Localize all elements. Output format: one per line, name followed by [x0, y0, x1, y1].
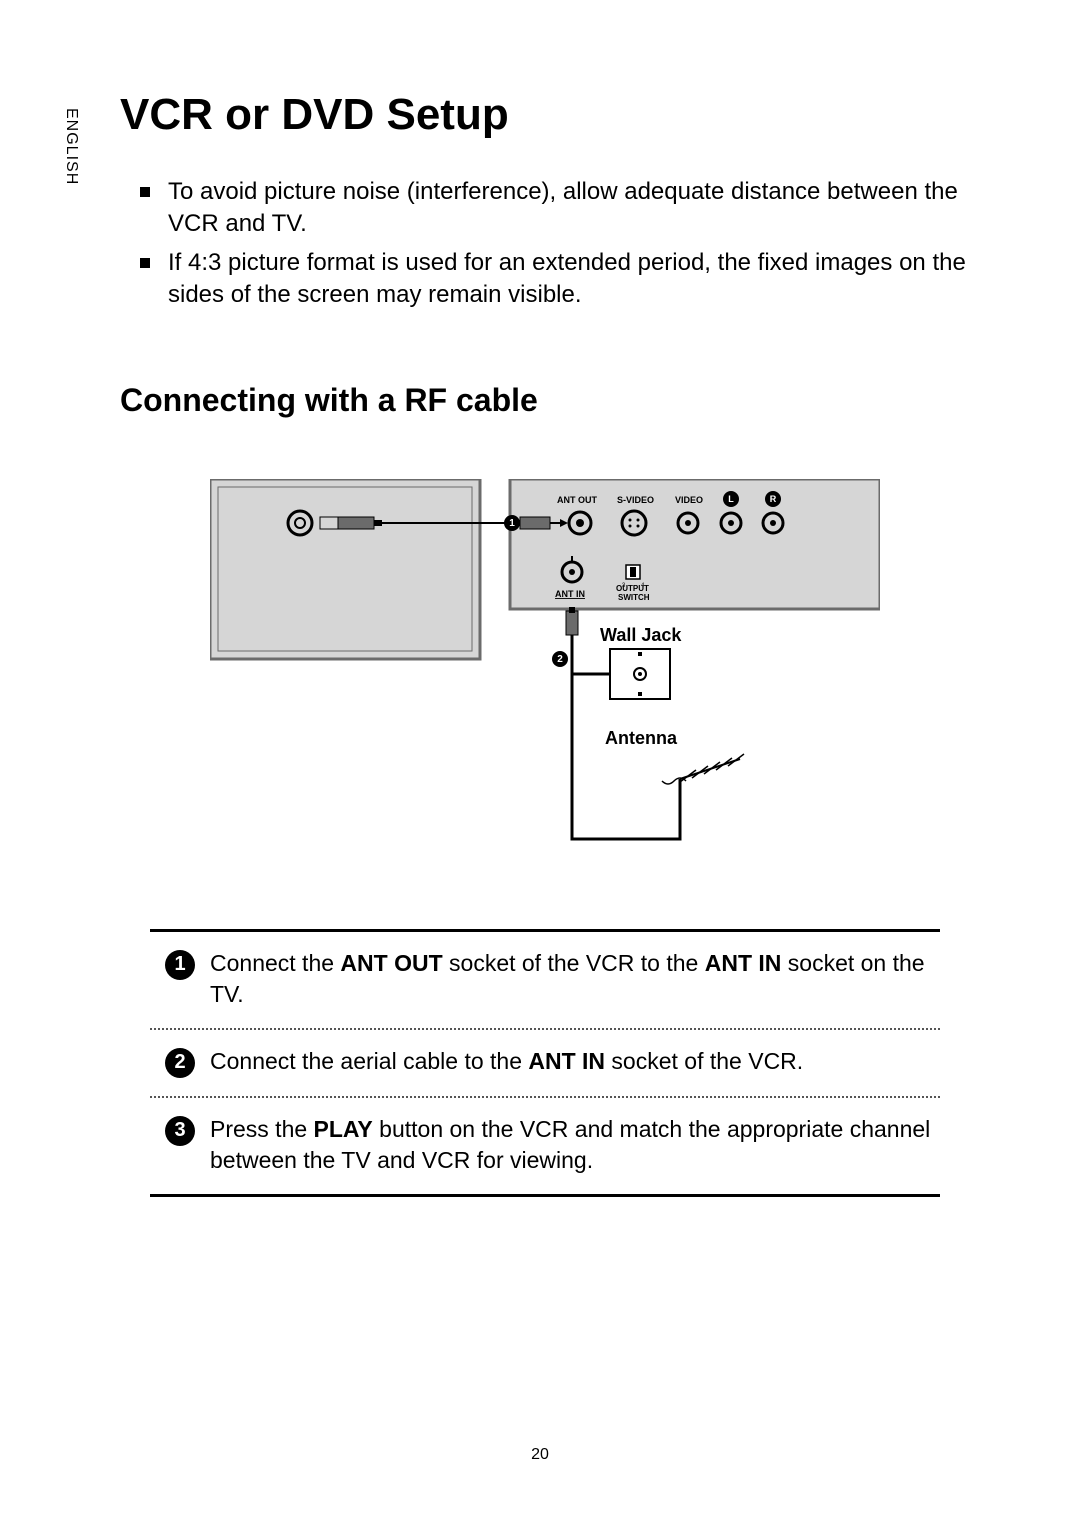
svg-text:ANT IN: ANT IN — [555, 589, 585, 599]
svg-text:L: L — [728, 494, 734, 504]
steps-list: 1 Connect the ANT OUT socket of the VCR … — [150, 929, 940, 1197]
svg-text:ANT OUT: ANT OUT — [557, 495, 597, 505]
section-subtitle: Connecting with a RF cable — [120, 382, 970, 419]
svg-text:Wall Jack: Wall Jack — [600, 625, 682, 645]
step-row: 1 Connect the ANT OUT socket of the VCR … — [150, 932, 940, 1030]
page-number: 20 — [0, 1446, 1080, 1464]
svg-text:VIDEO: VIDEO — [675, 495, 703, 505]
manual-page: ENGLISH VCR or DVD Setup To avoid pictur… — [0, 0, 1080, 1514]
step-text: Press the PLAY button on the VCR and mat… — [210, 1114, 940, 1176]
svg-text:R: R — [770, 494, 777, 504]
step-number-badge: 2 — [150, 1046, 210, 1078]
step-row: 2 Connect the aerial cable to the ANT IN… — [150, 1030, 940, 1098]
step-row: 3 Press the PLAY button on the VCR and m… — [150, 1098, 940, 1194]
svg-text:1: 1 — [509, 518, 515, 529]
diagram-container: 1ANT OUTS-VIDEOVIDEOLRANT IN34OUTPUTSWIT… — [120, 479, 970, 879]
svg-text:OUTPUT: OUTPUT — [616, 584, 649, 593]
connection-diagram: 1ANT OUTS-VIDEOVIDEOLRANT IN34OUTPUTSWIT… — [210, 479, 880, 879]
note-item: To avoid picture noise (interference), a… — [140, 176, 970, 241]
language-label: ENGLISH — [62, 108, 80, 185]
diagram-svg: 1ANT OUTS-VIDEOVIDEOLRANT IN34OUTPUTSWIT… — [210, 479, 880, 879]
step-number-badge: 1 — [150, 948, 210, 980]
step-text: Connect the aerial cable to the ANT IN s… — [210, 1046, 940, 1077]
note-item: If 4:3 picture format is used for an ext… — [140, 247, 970, 312]
svg-text:SWITCH: SWITCH — [618, 593, 650, 602]
page-title: VCR or DVD Setup — [120, 90, 970, 140]
step-number-badge: 3 — [150, 1114, 210, 1146]
svg-text:S-VIDEO: S-VIDEO — [617, 495, 654, 505]
notes-list: To avoid picture noise (interference), a… — [120, 176, 970, 312]
step-text: Connect the ANT OUT socket of the VCR to… — [210, 948, 940, 1010]
svg-text:2: 2 — [557, 654, 563, 665]
svg-text:Antenna: Antenna — [605, 728, 678, 748]
